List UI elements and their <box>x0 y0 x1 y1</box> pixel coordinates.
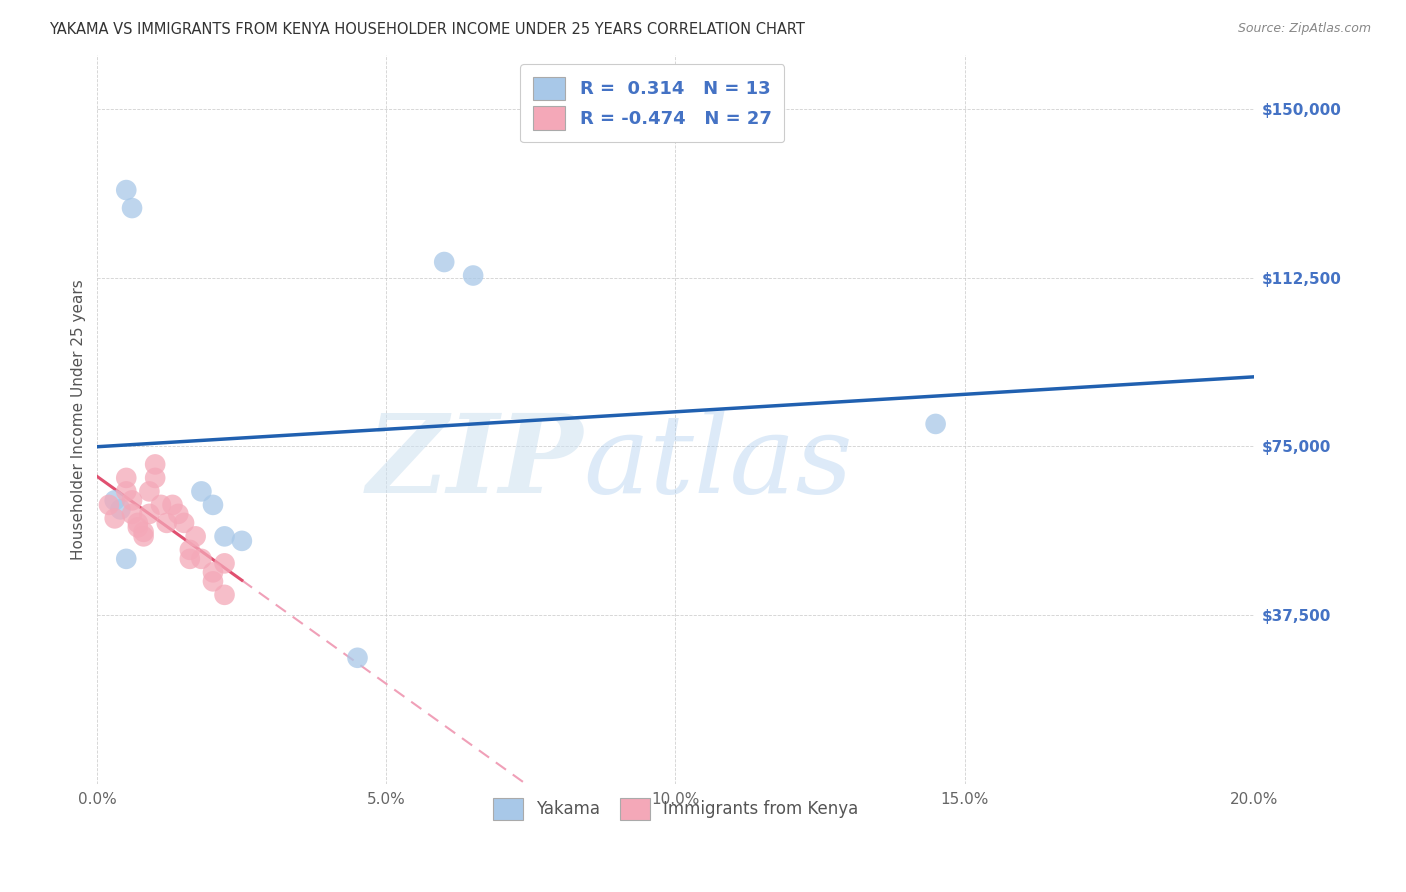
Point <box>167 507 190 521</box>
Point <box>179 542 201 557</box>
Text: ZIP: ZIP <box>367 409 583 516</box>
Point <box>201 498 224 512</box>
Point <box>127 520 149 534</box>
Point <box>115 471 138 485</box>
Point <box>156 516 179 530</box>
Point <box>104 511 127 525</box>
Point <box>149 498 172 512</box>
Text: atlas: atlas <box>583 409 852 516</box>
Point <box>924 417 946 431</box>
Text: Source: ZipAtlas.com: Source: ZipAtlas.com <box>1237 22 1371 36</box>
Point <box>121 201 143 215</box>
Point <box>214 557 236 571</box>
Point <box>184 529 207 543</box>
Point <box>190 484 212 499</box>
Point <box>201 566 224 580</box>
Point <box>162 498 184 512</box>
Point <box>121 507 143 521</box>
Point <box>138 507 160 521</box>
Y-axis label: Householder Income Under 25 years: Householder Income Under 25 years <box>72 279 86 560</box>
Point <box>110 502 132 516</box>
Point <box>214 529 236 543</box>
Point <box>115 484 138 499</box>
Point <box>143 471 166 485</box>
Point <box>143 458 166 472</box>
Point <box>138 484 160 499</box>
Point <box>115 552 138 566</box>
Point <box>115 183 138 197</box>
Point <box>346 650 368 665</box>
Point <box>433 255 456 269</box>
Point <box>190 552 212 566</box>
Point <box>173 516 195 530</box>
Legend: Yakama, Immigrants from Kenya: Yakama, Immigrants from Kenya <box>486 792 865 826</box>
Point <box>214 588 236 602</box>
Point <box>97 498 120 512</box>
Point <box>132 524 155 539</box>
Point <box>231 533 253 548</box>
Point <box>132 529 155 543</box>
Point <box>104 493 127 508</box>
Point <box>121 493 143 508</box>
Point <box>463 268 485 283</box>
Point <box>201 574 224 589</box>
Point <box>127 516 149 530</box>
Text: YAKAMA VS IMMIGRANTS FROM KENYA HOUSEHOLDER INCOME UNDER 25 YEARS CORRELATION CH: YAKAMA VS IMMIGRANTS FROM KENYA HOUSEHOL… <box>49 22 806 37</box>
Point <box>179 552 201 566</box>
